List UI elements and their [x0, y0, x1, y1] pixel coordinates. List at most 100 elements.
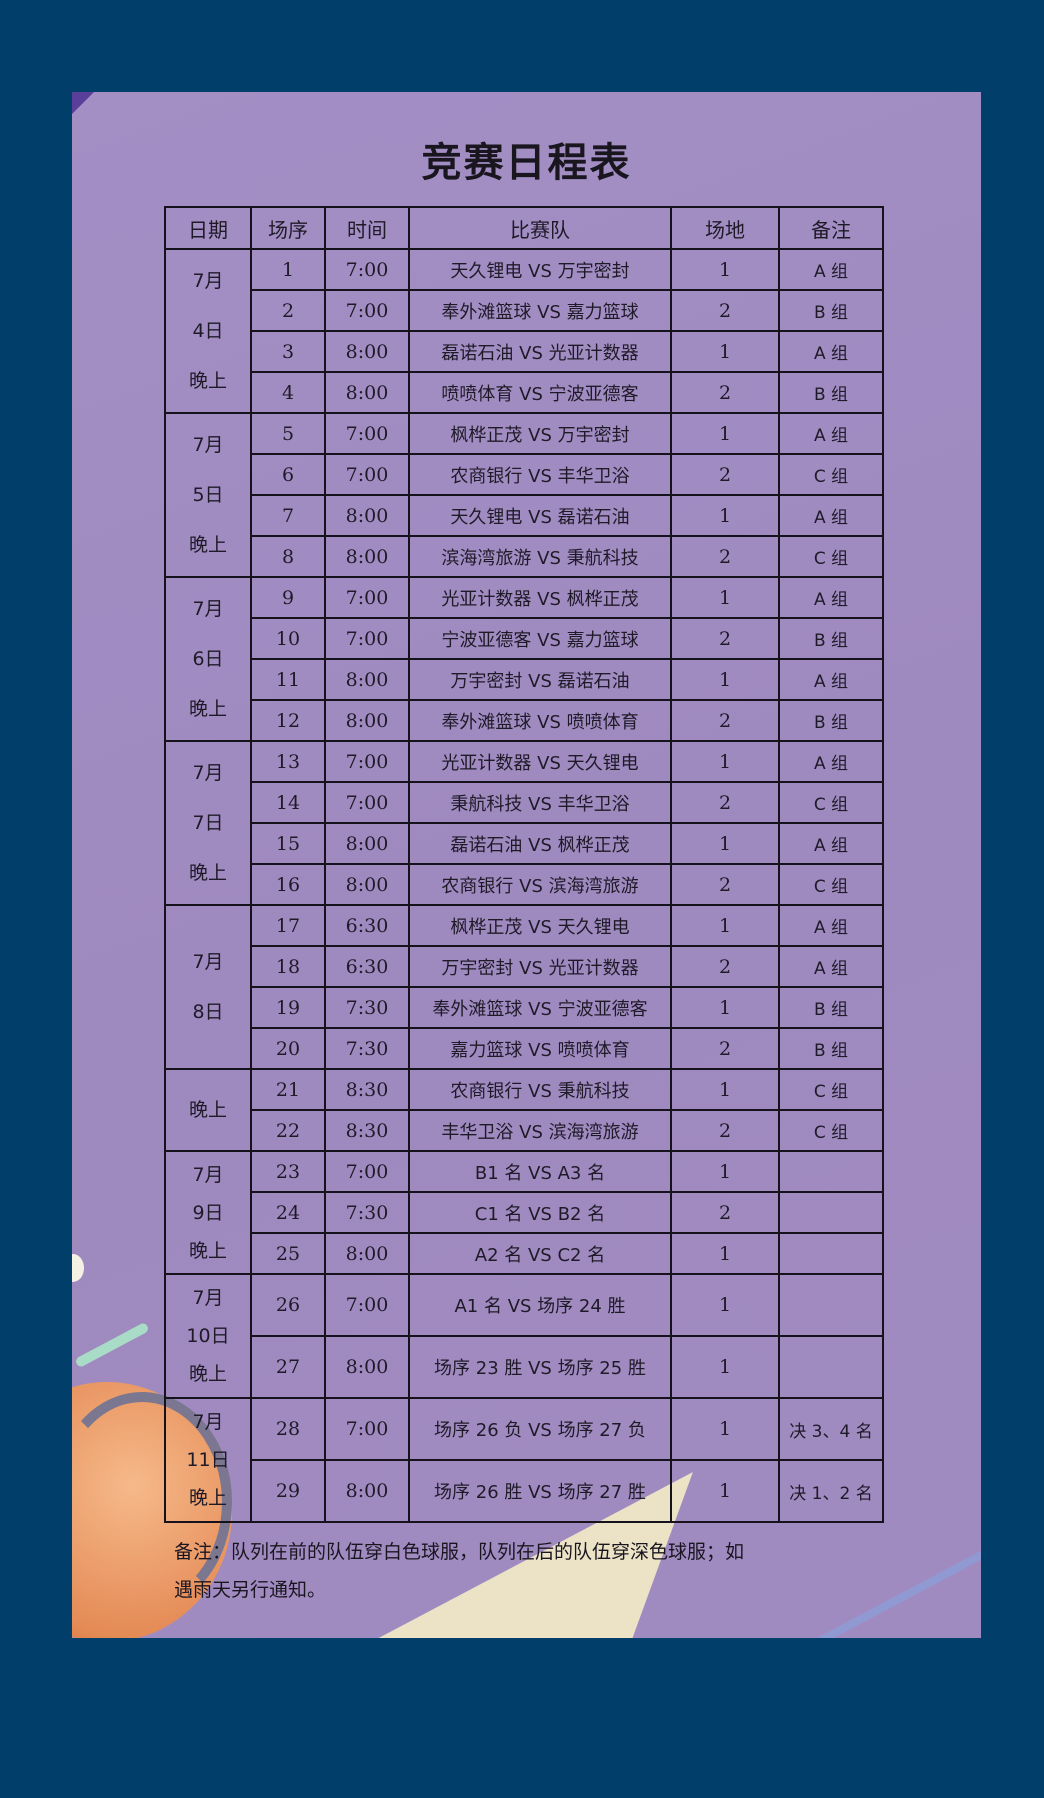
- venue-cell: 2: [670, 1027, 780, 1070]
- venue-cell: 1: [670, 1273, 780, 1337]
- match-no-cell: 7: [250, 494, 326, 537]
- note-cell: B 组: [778, 371, 884, 414]
- date-line: 7月: [192, 1287, 224, 1309]
- note-cell: B 组: [778, 289, 884, 332]
- venue-cell: 2: [670, 863, 780, 906]
- table-row: 7月 8日 17 6:30 枫桦正茂 VS 天久锂电 1 A 组: [164, 904, 884, 1070]
- note-cell: 决 3、4 名: [778, 1397, 884, 1461]
- venue-cell: 2: [670, 453, 780, 496]
- match-no-cell: 26: [250, 1273, 326, 1337]
- time-cell: 8:00: [324, 699, 410, 742]
- table-row: 11 8:00 万宇密封 VS 磊诺石油 1 A 组: [165, 658, 884, 701]
- time-cell: 8:00: [324, 1335, 410, 1399]
- table-row: 7月 6日 晚上 9 7:00 光亚计数器 VS 枫桦正茂 1 A 组: [164, 576, 884, 742]
- venue-cell: 2: [670, 535, 780, 578]
- venue-cell: 1: [670, 330, 780, 373]
- note-cell: A 组: [778, 412, 884, 455]
- date-cell: 7月 7日 晚上: [164, 740, 252, 906]
- page-title: 竞赛日程表: [421, 140, 632, 186]
- venue-cell: 1: [670, 248, 780, 291]
- time-cell: 8:30: [324, 1109, 410, 1152]
- venue-cell: 2: [670, 289, 780, 332]
- venue-cell: 1: [670, 1397, 780, 1461]
- teams-cell: 农商银行 VS 丰华卫浴: [408, 453, 672, 496]
- venue-cell: 1: [670, 494, 780, 537]
- teams-cell: 丰华卫浴 VS 滨海湾旅游: [408, 1109, 672, 1152]
- table-row: 22 8:30 丰华卫浴 VS 滨海湾旅游 2 C 组: [165, 1109, 884, 1152]
- date-line: 9日: [192, 1201, 224, 1224]
- venue-cell: 2: [670, 699, 780, 742]
- date-line: 8日: [192, 1001, 224, 1023]
- table-row: 12 8:00 奉外滩篮球 VS 喷喷体育 2 B 组: [165, 699, 884, 742]
- time-cell: 7:00: [324, 453, 410, 496]
- decorative-stripe: [74, 1321, 150, 1369]
- header-date: 日期: [164, 206, 252, 250]
- date-line: 7月: [192, 598, 224, 620]
- time-cell: 6:30: [324, 945, 410, 988]
- table-row: 8 8:00 滨海湾旅游 VS 秉航科技 2 C 组: [165, 535, 884, 578]
- teams-cell: 农商银行 VS 滨海湾旅游: [408, 863, 672, 906]
- header-venue: 场地: [670, 206, 780, 250]
- match-no-cell: 11: [250, 658, 326, 701]
- teams-cell: 奉外滩篮球 VS 宁波亚德客: [408, 986, 672, 1029]
- date-line: 7月: [192, 1163, 224, 1186]
- match-no-cell: 15: [250, 822, 326, 865]
- table-row: 7月 7日 晚上 13 7:00 光亚计数器 VS 天久锂电 1 A 组: [164, 740, 884, 906]
- note-cell: C 组: [778, 453, 884, 496]
- table-row: 2 7:00 奉外滩篮球 VS 嘉力篮球 2 B 组: [165, 289, 884, 332]
- note-cell: C 组: [778, 781, 884, 824]
- venue-cell: 1: [670, 412, 780, 455]
- teams-cell: C1 名 VS B2 名: [408, 1191, 672, 1234]
- time-cell: 6:30: [324, 904, 410, 947]
- match-no-cell: 5: [250, 412, 326, 455]
- time-cell: 7:00: [324, 740, 410, 783]
- time-cell: 8:00: [324, 371, 410, 414]
- note-cell: C 组: [778, 1109, 884, 1152]
- match-no-cell: 3: [250, 330, 326, 373]
- match-no-cell: 18: [250, 945, 326, 988]
- note-cell: [778, 1191, 884, 1234]
- note-cell: B 组: [778, 699, 884, 742]
- match-no-cell: 2: [250, 289, 326, 332]
- match-no-cell: 12: [250, 699, 326, 742]
- teams-cell: 秉航科技 VS 丰华卫浴: [408, 781, 672, 824]
- note-cell: C 组: [778, 535, 884, 578]
- table-row: 3 8:00 磊诺石油 VS 光亚计数器 1 A 组: [165, 330, 884, 373]
- teams-cell: 奉外滩篮球 VS 嘉力篮球: [408, 289, 672, 332]
- time-cell: 8:00: [324, 863, 410, 906]
- venue-cell: 1: [670, 1335, 780, 1399]
- schedule-content: 日期 场序 时间 比赛队 场地 备注 7月 4日 晚上 1 7:00 天久锂电 VS 万宇…: [164, 206, 884, 1609]
- match-no-cell: 27: [250, 1335, 326, 1399]
- table-row: 18 6:30 万宇密封 VS 光亚计数器 2 A 组: [165, 945, 884, 988]
- venue-cell: 1: [670, 1068, 780, 1111]
- match-no-cell: 9: [250, 576, 326, 619]
- date-cell: 7月 11日 晚上: [164, 1397, 252, 1523]
- venue-cell: 1: [670, 740, 780, 783]
- venue-cell: 1: [670, 986, 780, 1029]
- teams-cell: 光亚计数器 VS 枫桦正茂: [408, 576, 672, 619]
- note-cell: [778, 1273, 884, 1337]
- teams-cell: 滨海湾旅游 VS 秉航科技: [408, 535, 672, 578]
- date-line: 晚上: [188, 370, 227, 392]
- date-line: 晚上: [188, 862, 227, 884]
- venue-cell: 2: [670, 781, 780, 824]
- date-cell: 7月 5日 晚上: [164, 412, 252, 578]
- venue-cell: 1: [670, 1150, 780, 1193]
- venue-cell: 2: [670, 1109, 780, 1152]
- schedule-poster: 竞赛日程表 日期 场序 时间 比赛队 场地 备注 7月 4日 晚上 1 7:00 天久锂电…: [72, 92, 981, 1638]
- teams-cell: 宁波亚德客 VS 嘉力篮球: [408, 617, 672, 660]
- note-cell: A 组: [778, 658, 884, 701]
- teams-cell: 枫桦正茂 VS 天久锂电: [408, 904, 672, 947]
- teams-cell: 嘉力篮球 VS 喷喷体育: [408, 1027, 672, 1070]
- note-cell: 决 1、2 名: [778, 1459, 884, 1523]
- match-no-cell: 19: [250, 986, 326, 1029]
- time-cell: 8:00: [324, 535, 410, 578]
- teams-cell: B1 名 VS A3 名: [408, 1150, 672, 1193]
- note-cell: B 组: [778, 1027, 884, 1070]
- time-cell: 7:00: [324, 781, 410, 824]
- time-cell: 7:00: [324, 248, 410, 291]
- teams-cell: 场序 23 胜 VS 场序 25 胜: [408, 1335, 672, 1399]
- table-header-row: 日期 场序 时间 比赛队 场地 备注: [164, 206, 884, 250]
